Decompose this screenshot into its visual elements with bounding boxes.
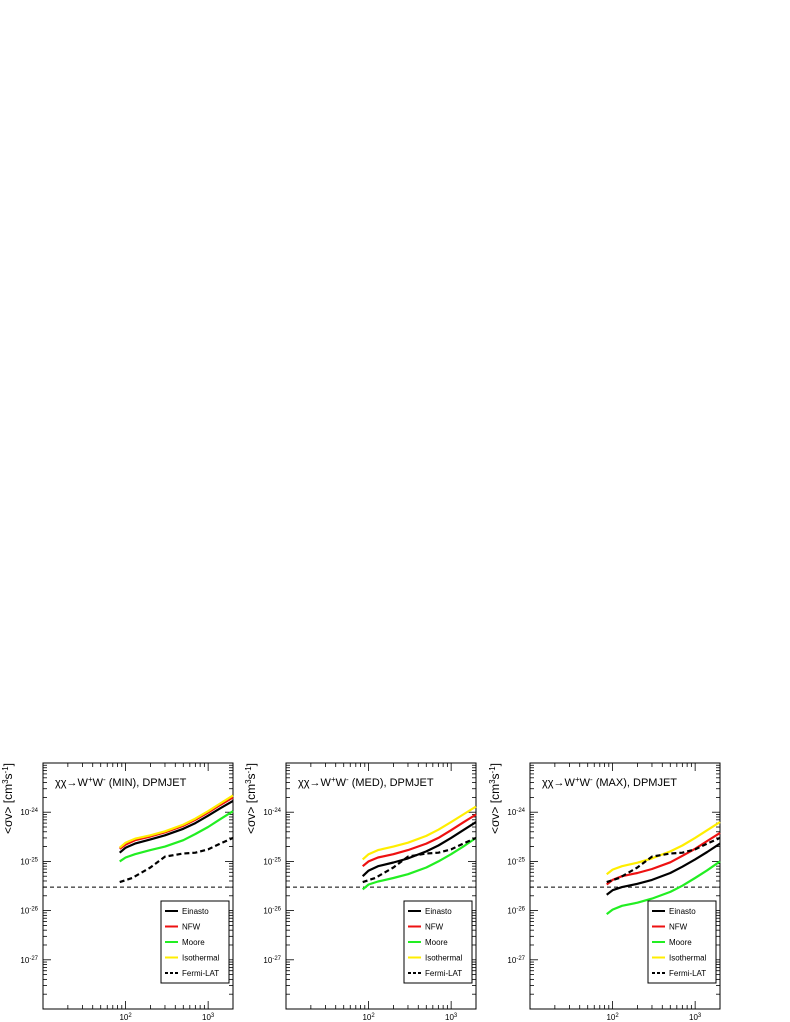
series-line-nfw — [362, 813, 477, 868]
y-tick-label: 10-25 — [20, 857, 38, 866]
legend-entry: Fermi-LAT — [669, 969, 706, 978]
y-tick-label: 10-25 — [507, 857, 525, 866]
series-line-einasto — [361, 821, 477, 877]
legend: Einasto NFW Moore Isothermal Fermi-LAT — [647, 900, 717, 984]
legend-entry: Einasto — [182, 907, 209, 916]
legend-entry: Fermi-LAT — [182, 969, 219, 978]
plot-frame — [42, 762, 234, 1010]
legend: Einasto NFW Moore Isothermal Fermi-LAT — [403, 900, 473, 984]
y-axis-label: <σv> [cm3s-1] — [1, 763, 16, 834]
series-line-fermi-lat — [119, 836, 234, 884]
legend-entry: NFW — [425, 923, 444, 932]
series-line-einasto — [118, 799, 234, 854]
y-tick-label: 10-26 — [263, 907, 281, 916]
legend-entry: Fermi-LAT — [425, 969, 462, 978]
y-axis-label: <σv> [cm3s-1] — [244, 763, 259, 834]
chart-title: χχ→W+W- (MIN), DPMJET — [55, 775, 187, 790]
legend: Einasto NFW Moore Isothermal Fermi-LAT — [160, 900, 230, 984]
x-tick-label: 103 — [202, 1013, 215, 1022]
y-tick-label: 10-25 — [263, 857, 281, 866]
y-tick-label: 10-24 — [20, 808, 38, 817]
y-tick-label: 10-27 — [507, 956, 525, 965]
legend-entry: Moore — [669, 938, 692, 947]
x-tick-label: 102 — [362, 1013, 375, 1022]
axis-ticks — [285, 763, 477, 1010]
series-line-isothermal — [118, 794, 234, 849]
legend-entry: Isothermal — [425, 954, 463, 963]
y-tick-label: 10-26 — [507, 907, 525, 916]
legend-entry: Moore — [182, 938, 205, 947]
chart-title: χχ→W+W- (MAX), DPMJET — [542, 775, 677, 790]
plot-frame — [529, 762, 721, 1010]
series-line-einasto — [606, 842, 721, 896]
series-line-moore — [361, 836, 477, 891]
series-line-isothermal — [606, 821, 721, 876]
x-tick-label: 103 — [689, 1013, 702, 1022]
legend-entry: Isothermal — [182, 954, 220, 963]
legend-entry: Einasto — [669, 907, 696, 916]
legend-entry: NFW — [182, 923, 201, 932]
y-axis-label: <σv> [cm3s-1] — [488, 763, 503, 834]
y-tick-label: 10-27 — [263, 956, 281, 965]
series-line-isothermal — [361, 805, 477, 861]
legend-entry: NFW — [669, 923, 688, 932]
x-tick-label: 102 — [606, 1013, 619, 1022]
legend-entry: Isothermal — [669, 954, 707, 963]
series-line-moore — [119, 810, 234, 863]
series-line-moore — [606, 860, 721, 915]
x-tick-label: 102 — [119, 1013, 132, 1022]
series-line-fermi-lat — [362, 836, 477, 884]
axis-ticks — [529, 763, 721, 1010]
series-line-fermi-lat — [606, 836, 721, 884]
y-tick-label: 10-26 — [20, 907, 38, 916]
legend-entry: Moore — [425, 938, 448, 947]
y-tick-label: 10-24 — [263, 808, 281, 817]
plot-frame — [285, 762, 477, 1010]
y-tick-label: 10-27 — [20, 956, 38, 965]
legend-entry: Einasto — [425, 907, 452, 916]
axis-ticks — [42, 763, 234, 1010]
y-tick-label: 10-24 — [507, 808, 525, 817]
chart-title: χχ→W+W- (MED), DPMJET — [298, 775, 434, 790]
x-tick-label: 103 — [445, 1013, 458, 1022]
